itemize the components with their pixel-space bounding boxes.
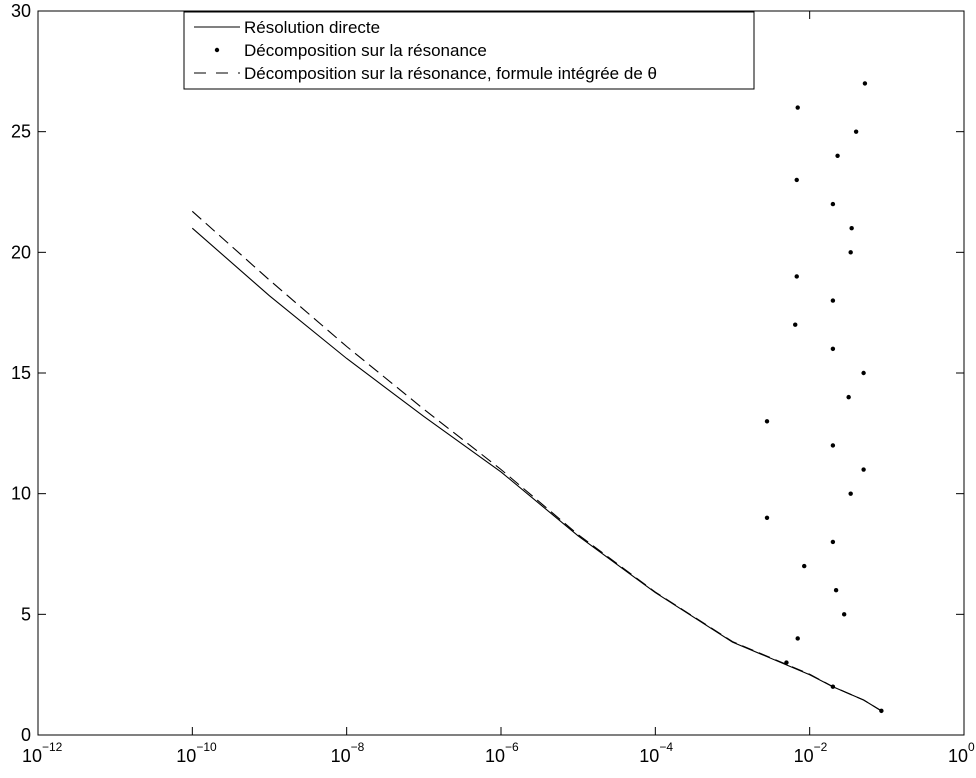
data-point: [853, 129, 859, 134]
x-tick-label: 10: [331, 746, 351, 766]
legend: Résolution directe Décomposition sur la r…: [183, 11, 755, 90]
data-point: [802, 563, 807, 569]
legend-label: Décomposition sur la résonance, formule …: [244, 64, 657, 83]
x-tick-base: 10: [331, 746, 351, 766]
data-point: [848, 250, 853, 255]
ticks-layer: 10 −12 10 −10 10 −8 10 −6 10 −4 10 −2 10 005101520253…: [11, 1, 975, 766]
series-line-0: [191, 227, 882, 712]
x-tick-base: 10: [639, 746, 659, 766]
y-tick-label: 20: [11, 242, 31, 262]
data-point: [849, 226, 854, 231]
x-tick-exponent: −12: [42, 740, 63, 754]
y-tick-label: 5: [21, 604, 31, 624]
series-layer: [191, 81, 884, 714]
x-tick-base: 10: [176, 746, 196, 766]
y-tick-label: 10: [11, 484, 31, 504]
data-point: [795, 636, 800, 641]
y-tick-label: 0: [21, 725, 31, 745]
data-point: [830, 201, 836, 207]
x-tick-exponent: −10: [196, 740, 217, 754]
data-point: [862, 81, 868, 86]
x-tick-exponent: −8: [351, 740, 365, 754]
data-point: [846, 394, 851, 400]
legend-box: [183, 11, 755, 90]
x-tick-exponent: −4: [659, 740, 673, 754]
legend-label: Décomposition sur la résonance: [244, 41, 487, 60]
data-point: [848, 491, 853, 496]
y-tick-label: 30: [11, 1, 31, 21]
x-tick-exponent: 0: [968, 740, 975, 754]
x-tick-exponent: −2: [814, 740, 828, 754]
x-tick-label: 10: [176, 746, 196, 766]
data-point: [795, 105, 800, 110]
data-point: [830, 539, 836, 545]
x-tick-base: 10: [794, 746, 814, 766]
data-point: [793, 322, 798, 327]
x-tick-label: 10: [22, 746, 42, 766]
x-tick-label: 10: [485, 746, 505, 766]
x-tick-exponent: −6: [505, 740, 519, 754]
data-point: [861, 370, 866, 376]
x-tick-label: 10: [639, 746, 659, 766]
legend-label: Résolution directe: [244, 18, 380, 37]
y-tick-label: 25: [11, 122, 31, 142]
plot-area: [37, 10, 965, 736]
series-line-2: [191, 210, 882, 712]
data-point: [830, 443, 836, 448]
data-point: [861, 467, 866, 472]
x-tick-base: 10: [948, 746, 968, 766]
data-point: [833, 588, 839, 593]
x-tick-base: 10: [22, 746, 42, 766]
data-point: [835, 153, 840, 158]
data-point: [841, 612, 847, 617]
data-point: [794, 274, 799, 279]
x-tick-base: 10: [485, 746, 505, 766]
data-point: [764, 515, 770, 520]
x-tick-label: 10: [794, 746, 814, 766]
data-point: [830, 346, 836, 352]
data-point: [830, 298, 836, 303]
x-tick-label: 10: [948, 746, 968, 766]
data-point: [794, 177, 799, 183]
data-point: [764, 419, 770, 424]
y-tick-label: 15: [11, 363, 31, 383]
legend-swatch-dot: [214, 47, 220, 53]
